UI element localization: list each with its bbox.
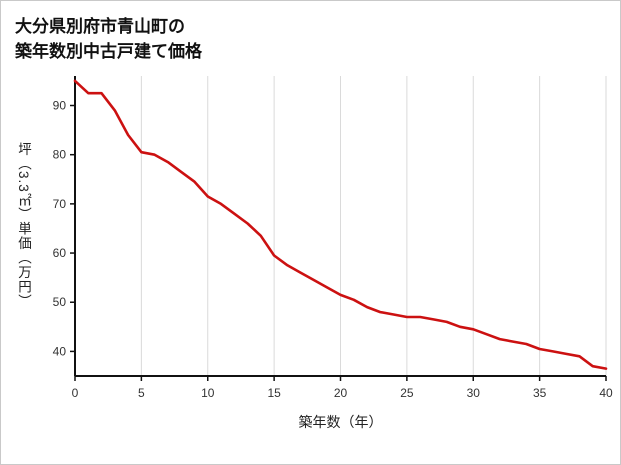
svg-text:15: 15 bbox=[267, 386, 281, 400]
svg-text:60: 60 bbox=[53, 246, 67, 260]
svg-text:40: 40 bbox=[53, 345, 67, 359]
svg-text:40: 40 bbox=[599, 386, 613, 400]
chart-title-line1: 大分県別府市青山町の bbox=[15, 17, 185, 36]
svg-text:70: 70 bbox=[53, 197, 67, 211]
svg-text:0: 0 bbox=[72, 386, 79, 400]
svg-text:10: 10 bbox=[201, 386, 215, 400]
svg-text:25: 25 bbox=[400, 386, 414, 400]
price-line-chart: 0 5 10 15 20 25 30 35 40 40 50 60 70 80 90 bbox=[53, 76, 613, 400]
chart-title-line2: 築年数別中古戸建て価格 bbox=[15, 41, 202, 61]
x-axis-label: 築年数（年） bbox=[298, 414, 383, 431]
svg-text:35: 35 bbox=[533, 386, 547, 400]
chart-area: 坪（3.3㎡）単価（万円） 0 5 10 15 20 25 30 35 40 40 50 60 70 80… bbox=[1, 70, 620, 410]
svg-text:90: 90 bbox=[53, 99, 67, 113]
chart-title: 大分県別府市青山町の 築年数別中古戸建て価格 bbox=[1, 1, 620, 64]
y-axis-label: 坪（3.3㎡）単価（万円） bbox=[16, 141, 31, 309]
svg-text:30: 30 bbox=[467, 386, 481, 400]
svg-text:80: 80 bbox=[53, 148, 67, 162]
svg-text:5: 5 bbox=[138, 386, 145, 400]
svg-text:50: 50 bbox=[53, 296, 67, 310]
svg-text:20: 20 bbox=[334, 386, 348, 400]
